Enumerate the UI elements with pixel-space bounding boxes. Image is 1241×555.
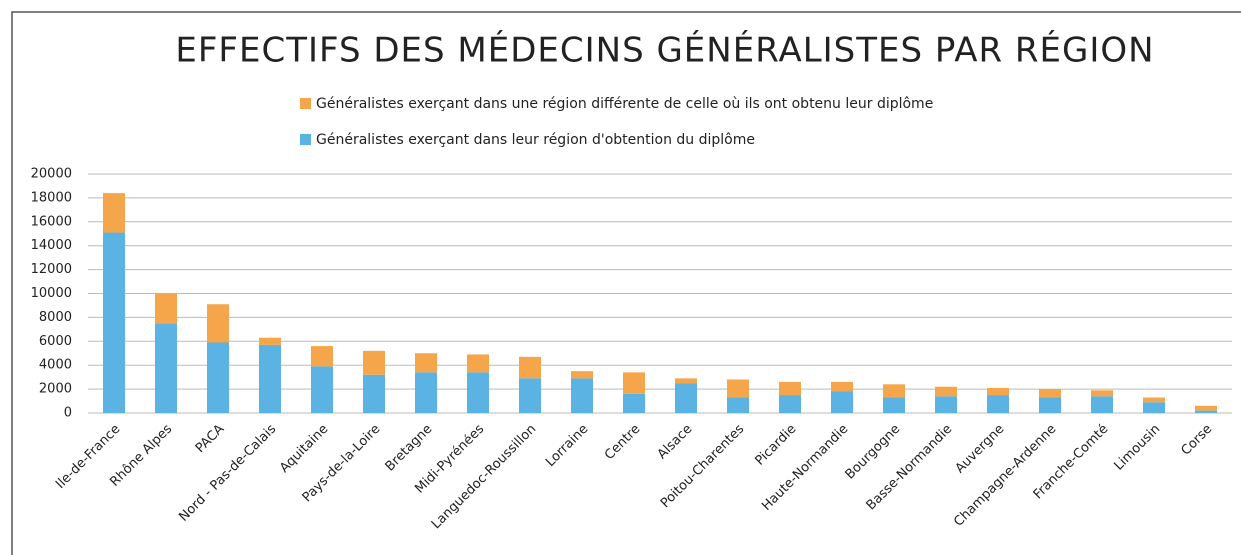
bar-segment — [467, 372, 489, 413]
bar-segment — [1039, 397, 1061, 413]
bar-segment — [1091, 390, 1113, 397]
x-tick-label: Corse — [1178, 422, 1215, 459]
x-tick-label: Haute-Normandie — [759, 422, 851, 514]
x-tick-label: Nord - Pas-de-Calais — [176, 422, 279, 525]
y-tick-label: 6000 — [39, 334, 72, 349]
bar-segment — [519, 356, 541, 379]
bar-segment — [935, 386, 957, 397]
x-tick-label: PACA — [193, 422, 227, 456]
bar-segment — [935, 396, 957, 413]
bar-segment — [831, 381, 853, 392]
bar-segment — [675, 378, 697, 384]
bar-segment — [1195, 410, 1217, 413]
bar-segment — [467, 354, 489, 373]
x-tick-label: Auvergne — [953, 422, 1008, 477]
bar-segment — [363, 350, 385, 375]
bar-segment — [779, 395, 801, 413]
bar-segment — [103, 232, 125, 413]
bar-segment — [1195, 405, 1217, 411]
bar-segment — [883, 384, 905, 398]
bar-segment — [311, 346, 333, 367]
x-tick-label: Aquitaine — [277, 422, 331, 476]
bar-segment — [779, 381, 801, 396]
bar-segment — [883, 397, 905, 413]
bar-segment — [1039, 389, 1061, 398]
y-tick-label: 0 — [64, 406, 72, 421]
bar-segment — [831, 391, 853, 413]
y-tick-label: 18000 — [31, 190, 72, 205]
bar-segment — [155, 323, 177, 413]
bar-segment — [519, 378, 541, 413]
y-tick-label: 2000 — [39, 382, 72, 397]
legend-swatch — [300, 98, 311, 109]
x-tick-label: Centre — [602, 422, 643, 463]
bar-segment — [155, 293, 177, 324]
legend-label: Généralistes exerçant dans une région di… — [316, 96, 933, 112]
frame — [11, 11, 1241, 555]
y-tick-label: 10000 — [31, 286, 72, 301]
bar-segment — [1143, 402, 1165, 413]
x-tick-label: Bretagne — [383, 422, 436, 475]
x-tick-label: Picardie — [752, 422, 799, 469]
y-tick-label: 20000 — [31, 167, 72, 182]
bar-segment — [571, 378, 593, 413]
bar-segment — [1091, 396, 1113, 413]
bar-segment — [727, 397, 749, 413]
bar-segment — [571, 371, 593, 379]
y-tick-label: 12000 — [31, 262, 72, 277]
bar-segment — [987, 387, 1009, 396]
bar-segment — [1143, 397, 1165, 403]
bar-segment — [363, 374, 385, 413]
bar-segment — [415, 372, 437, 413]
x-tick-label: Champagne-Ardenne — [951, 422, 1059, 530]
bar-segment — [259, 344, 281, 413]
bar-segment — [623, 372, 645, 394]
bar-segment — [415, 353, 437, 373]
y-tick-label: 14000 — [31, 238, 72, 253]
x-tick-label: Languedoc-Roussillon — [429, 422, 539, 532]
bar-segment — [207, 304, 229, 343]
x-tick-label: Limousin — [1111, 422, 1163, 474]
chart-title: EFFECTIFS DES MÉDECINS GÉNÉRALISTES PAR … — [175, 30, 1154, 71]
bar-segment — [259, 337, 281, 345]
bar-segment — [623, 393, 645, 413]
bar-segment — [207, 342, 229, 413]
bar-segment — [103, 193, 125, 233]
y-tick-label: 8000 — [39, 310, 72, 325]
legend-label: Généralistes exerçant dans leur région d… — [316, 132, 755, 148]
bar-segment — [675, 383, 697, 413]
legend-swatch — [300, 134, 311, 145]
x-tick-label: Lorraine — [543, 422, 591, 470]
x-tick-label: Basse-Normandie — [864, 422, 956, 514]
bar-segment — [987, 395, 1009, 413]
bar-segment — [727, 379, 749, 398]
y-tick-label: 4000 — [39, 358, 72, 373]
bar-segment — [311, 366, 333, 413]
y-tick-label: 16000 — [31, 214, 72, 229]
x-tick-label: Alsace — [655, 422, 696, 463]
